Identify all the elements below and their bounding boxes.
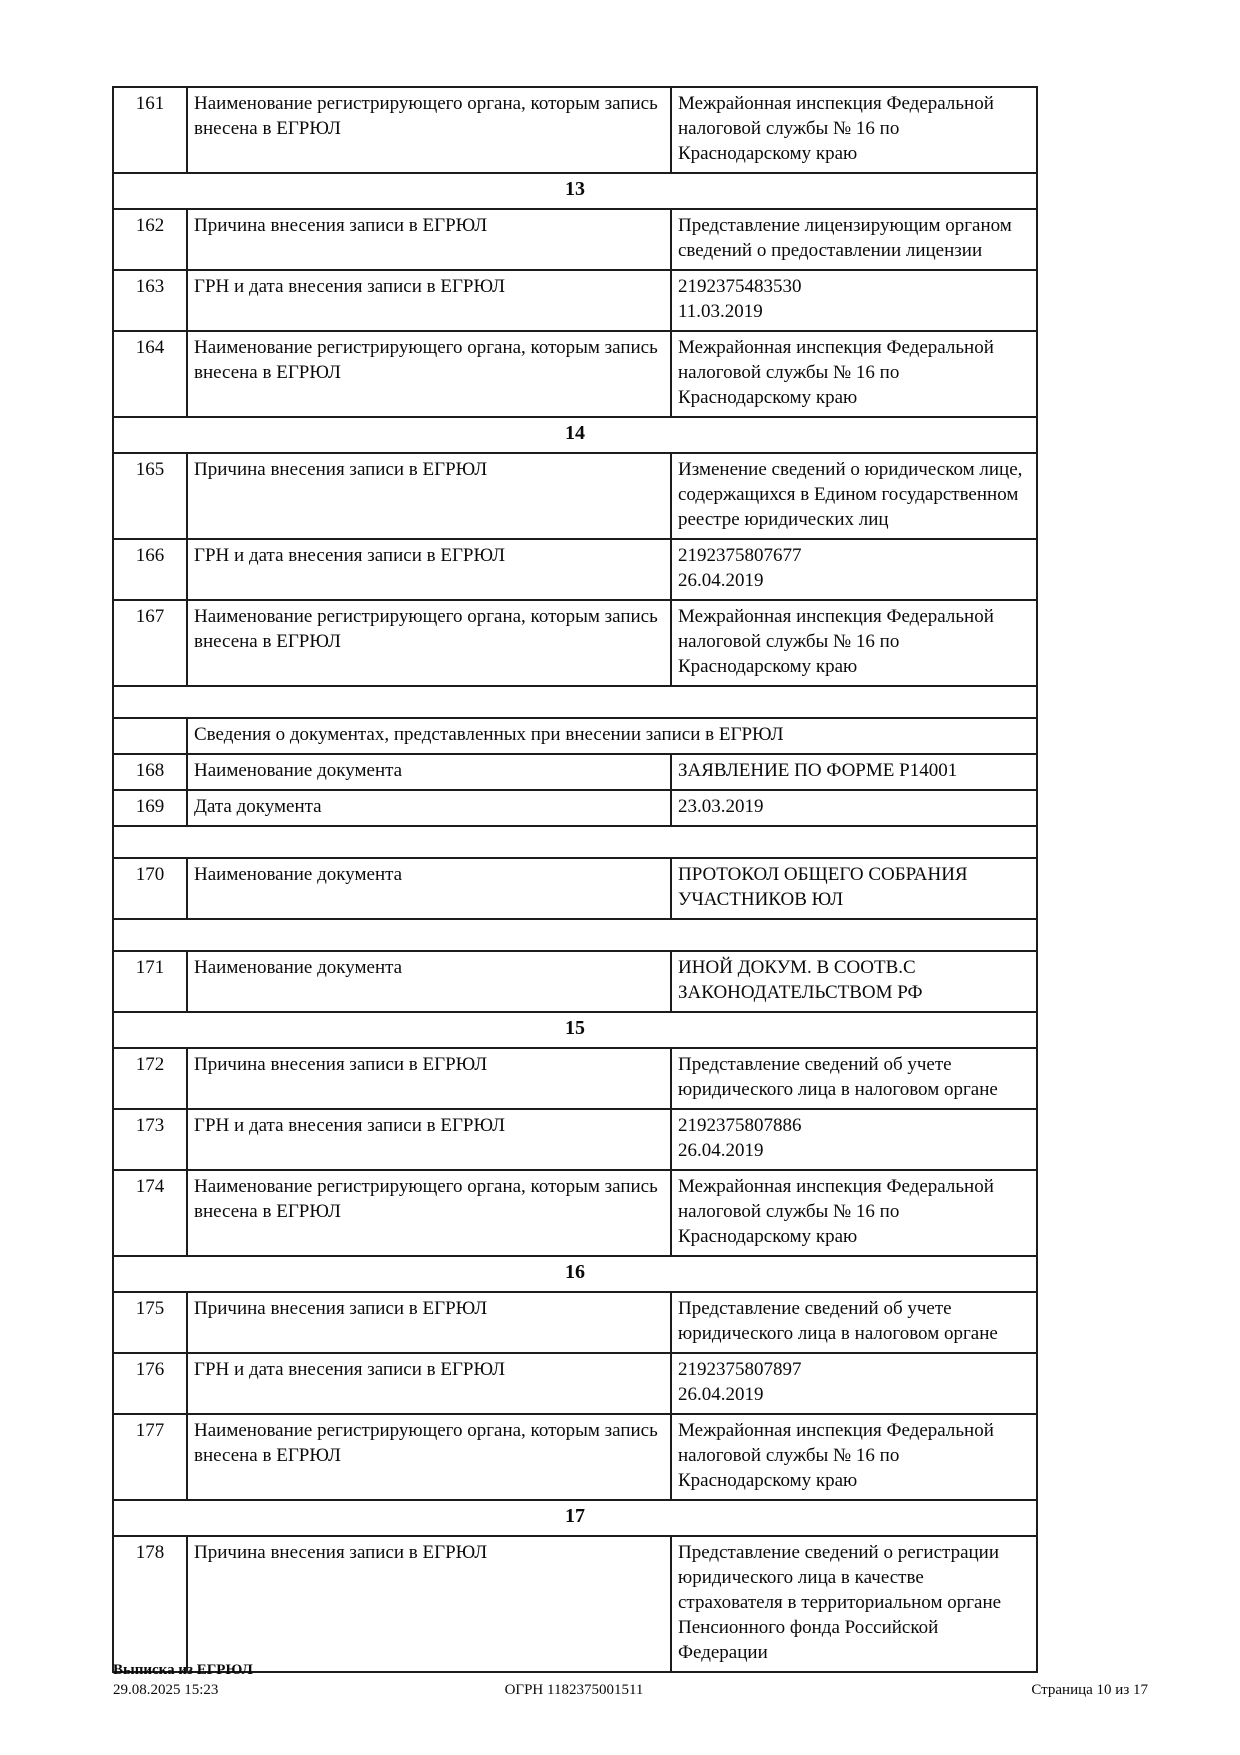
row-label-cell: Причина внесения записи в ЕГРЮЛ (186, 1047, 672, 1110)
table-row: 161 Наименование регистрирующего органа, … (112, 86, 1038, 174)
row-number-cell: 165 (112, 452, 188, 540)
row-number-cell: 176 (112, 1352, 188, 1415)
row-number-cell: 167 (112, 599, 188, 687)
egrul-table-body: 161 Наименование регистрирующего органа, … (112, 86, 1038, 1673)
documents-subheader-row: Сведения о документах, представленных пр… (112, 717, 1038, 755)
table-row: 173 ГРН и дата внесения записи в ЕГРЮЛ 219… (112, 1108, 1038, 1171)
row-number-cell: 175 (112, 1291, 188, 1354)
row-label-cell: Наименование регистрирующего органа, кот… (186, 1169, 672, 1257)
row-value-cell: Представление сведений об учете юридичес… (670, 1047, 1038, 1110)
spacer-row (112, 685, 1038, 719)
documents-subheader-cell: Сведения о документах, представленных пр… (186, 717, 1038, 755)
row-label-cell: ГРН и дата внесения записи в ЕГРЮЛ (186, 269, 672, 332)
section-number-row: 16 (112, 1255, 1038, 1293)
table-row: 163 ГРН и дата внесения записи в ЕГРЮЛ 219… (112, 269, 1038, 332)
row-number-cell: 164 (112, 330, 188, 418)
row-label-cell: Причина внесения записи в ЕГРЮЛ (186, 208, 672, 271)
row-number-cell: 172 (112, 1047, 188, 1110)
section-number-cell: 15 (112, 1011, 1038, 1049)
table-row: 167 Наименование регистрирующего органа, … (112, 599, 1038, 687)
row-value-cell: Изменение сведений о юридическом лице, с… (670, 452, 1038, 540)
row-value-cell: Представление лицензирующим органом свед… (670, 208, 1038, 271)
row-label-cell: Причина внесения записи в ЕГРЮЛ (186, 1535, 672, 1673)
section-number-row: 14 (112, 416, 1038, 454)
table-row: 170 Наименование документа ПРОТОКОЛ ОБЩЕГО… (112, 857, 1038, 920)
row-label-cell: ГРН и дата внесения записи в ЕГРЮЛ (186, 538, 672, 601)
row-number-cell: 161 (112, 86, 188, 174)
row-number-cell: 169 (112, 789, 188, 827)
row-label-cell: Наименование документа (186, 753, 672, 791)
spacer-cell (112, 685, 1038, 719)
table-row: 162 Причина внесения записи в ЕГРЮЛ Предст… (112, 208, 1038, 271)
table-row: 166 ГРН и дата внесения записи в ЕГРЮЛ 219… (112, 538, 1038, 601)
table-row: 175 Причина внесения записи в ЕГРЮЛ Предст… (112, 1291, 1038, 1354)
footer-page-number: Страница 10 из 17 (1031, 1682, 1148, 1698)
table-row: 165 Причина внесения записи в ЕГРЮЛ Измене… (112, 452, 1038, 540)
spacer-cell (112, 918, 1038, 952)
row-value-cell: 2192375807886 26.04.2019 (670, 1108, 1038, 1171)
row-number-cell: 177 (112, 1413, 188, 1501)
row-label-cell: Наименование регистрирующего органа, кот… (186, 330, 672, 418)
row-value-cell: Межрайонная инспекция Федеральной налого… (670, 330, 1038, 418)
row-value-cell: 23.03.2019 (670, 789, 1038, 827)
row-label-cell: Наименование документа (186, 950, 672, 1013)
row-number-cell: 178 (112, 1535, 188, 1673)
egrul-records-table: 161 Наименование регистрирующего органа, … (112, 86, 1038, 1673)
footer-doc-title: Выписка из ЕГРЮЛ (113, 1662, 253, 1678)
spacer-row (112, 825, 1038, 859)
spacer-cell (112, 825, 1038, 859)
row-label-cell: Причина внесения записи в ЕГРЮЛ (186, 452, 672, 540)
section-number-row: 13 (112, 172, 1038, 210)
row-value-cell: 2192375807677 26.04.2019 (670, 538, 1038, 601)
row-value-cell: 2192375807897 26.04.2019 (670, 1352, 1038, 1415)
section-number-cell: 17 (112, 1499, 1038, 1537)
row-value-cell: Межрайонная инспекция Федеральной налого… (670, 1169, 1038, 1257)
table-row: 176 ГРН и дата внесения записи в ЕГРЮЛ 219… (112, 1352, 1038, 1415)
row-value-cell: Представление сведений о регистрации юри… (670, 1535, 1038, 1673)
section-number-row: 15 (112, 1011, 1038, 1049)
table-row: 164 Наименование регистрирующего органа, … (112, 330, 1038, 418)
row-value-cell: Межрайонная инспекция Федеральной налого… (670, 599, 1038, 687)
section-number-cell: 16 (112, 1255, 1038, 1293)
footer-datetime: 29.08.2025 15:23 (113, 1682, 219, 1698)
footer-ogrn: ОГРН 1182375001511 (504, 1682, 644, 1698)
row-number-cell: 171 (112, 950, 188, 1013)
row-label-cell: ГРН и дата внесения записи в ЕГРЮЛ (186, 1108, 672, 1171)
row-number-cell: 162 (112, 208, 188, 271)
empty-number-cell (112, 717, 188, 755)
table-row: 178 Причина внесения записи в ЕГРЮЛ Предст… (112, 1535, 1038, 1673)
row-number-cell: 174 (112, 1169, 188, 1257)
table-row: 171 Наименование документа ИНОЙ ДОКУМ. В С… (112, 950, 1038, 1013)
row-value-cell: ИНОЙ ДОКУМ. В СООТВ.С ЗАКОНОДАТЕЛЬСТВОМ … (670, 950, 1038, 1013)
row-value-cell: Межрайонная инспекция Федеральной налого… (670, 86, 1038, 174)
row-value-cell: ПРОТОКОЛ ОБЩЕГО СОБРАНИЯ УЧАСТНИКОВ ЮЛ (670, 857, 1038, 920)
footer-left-block: Выписка из ЕГРЮЛ 29.08.2025 15:23 (113, 1660, 253, 1700)
table-row: 174 Наименование регистрирующего органа, … (112, 1169, 1038, 1257)
row-label-cell: Наименование документа (186, 857, 672, 920)
row-number-cell: 168 (112, 753, 188, 791)
table-row: 169 Дата документа 23.03.2019 (112, 789, 1038, 827)
section-number-cell: 14 (112, 416, 1038, 454)
section-number-row: 17 (112, 1499, 1038, 1537)
row-value-cell: Межрайонная инспекция Федеральной налого… (670, 1413, 1038, 1501)
table-row: 172 Причина внесения записи в ЕГРЮЛ Предст… (112, 1047, 1038, 1110)
row-value-cell: Представление сведений об учете юридичес… (670, 1291, 1038, 1354)
row-number-cell: 163 (112, 269, 188, 332)
row-number-cell: 166 (112, 538, 188, 601)
row-number-cell: 170 (112, 857, 188, 920)
row-value-cell: ЗАЯВЛЕНИЕ ПО ФОРМЕ Р14001 (670, 753, 1038, 791)
row-label-cell: Наименование регистрирующего органа, кот… (186, 599, 672, 687)
row-label-cell: Наименование регистрирующего органа, кот… (186, 86, 672, 174)
section-number-cell: 13 (112, 172, 1038, 210)
table-row: 177 Наименование регистрирующего органа, … (112, 1413, 1038, 1501)
row-label-cell: Причина внесения записи в ЕГРЮЛ (186, 1291, 672, 1354)
table-row: 168 Наименование документа ЗАЯВЛЕНИЕ ПО ФО… (112, 753, 1038, 791)
row-label-cell: Наименование регистрирующего органа, кот… (186, 1413, 672, 1501)
row-label-cell: Дата документа (186, 789, 672, 827)
row-label-cell: ГРН и дата внесения записи в ЕГРЮЛ (186, 1352, 672, 1415)
row-number-cell: 173 (112, 1108, 188, 1171)
row-value-cell: 2192375483530 11.03.2019 (670, 269, 1038, 332)
spacer-row (112, 918, 1038, 952)
